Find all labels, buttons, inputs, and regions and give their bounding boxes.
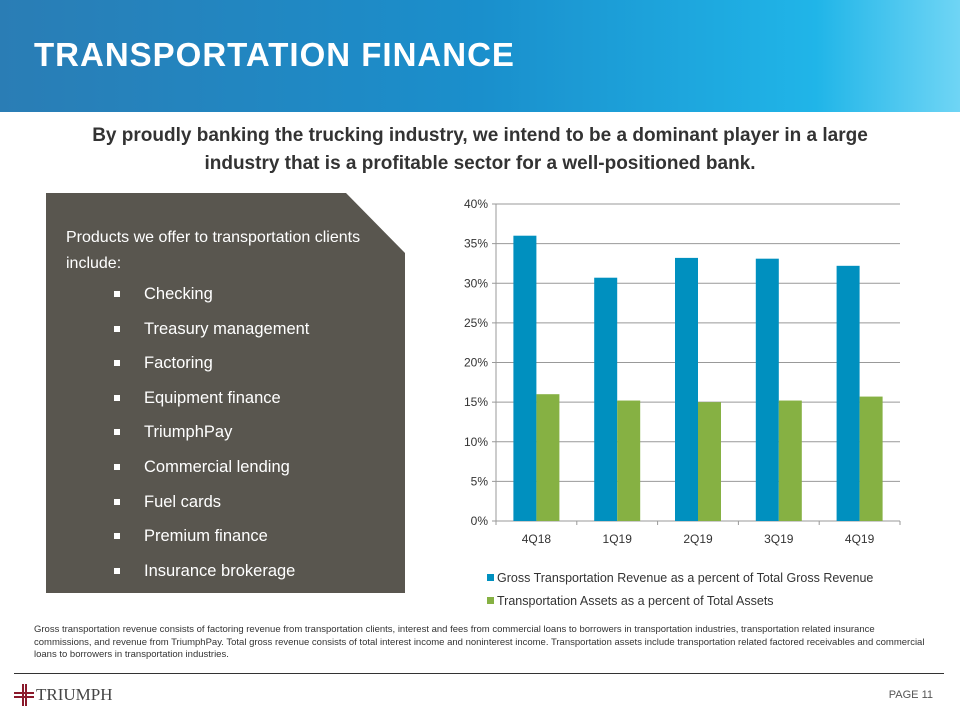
bullet-icon xyxy=(114,498,120,505)
product-item: Insurance brokerage xyxy=(114,561,309,593)
y-tick-label: 20% xyxy=(464,356,488,370)
legend-item: Gross Transportation Revenue as a percen… xyxy=(487,566,873,589)
x-tick-label: 4Q19 xyxy=(845,532,875,546)
legend-label: Gross Transportation Revenue as a percen… xyxy=(497,570,874,585)
bar-chart: 0% 5% 10% 15% 20% 25% 30% 35% 40% 4Q18 1Q19 2Q19 3Q1… xyxy=(464,197,901,546)
x-tick-label: 2Q19 xyxy=(683,532,713,546)
y-tick-label: 35% xyxy=(464,237,488,251)
product-item: Treasury management xyxy=(114,320,309,355)
product-item: Premium finance xyxy=(114,527,309,562)
product-label: Premium finance xyxy=(144,527,268,546)
bullet-icon xyxy=(114,360,120,367)
y-tick-label: 25% xyxy=(464,316,488,330)
bullet-icon xyxy=(114,533,120,540)
bullet-icon xyxy=(114,291,120,297)
product-item: Checking xyxy=(114,285,309,320)
y-tick-label: 5% xyxy=(471,474,489,488)
legend-label: Transportation Assets as a percent of To… xyxy=(497,593,774,608)
x-tick-label: 4Q18 xyxy=(522,532,552,546)
y-tick-label: 30% xyxy=(464,276,488,290)
page-number: PAGE 11 xyxy=(888,689,933,701)
page-title: TRANSPORTATION FINANCE xyxy=(34,36,515,73)
bar-assets xyxy=(617,400,641,521)
product-label: Factoring xyxy=(144,354,213,373)
panel-intro: Products we offer to transportation clie… xyxy=(66,229,361,272)
y-tick-label: 0% xyxy=(471,514,489,528)
header-banner: TRANSPORTATION FINANCE xyxy=(0,0,960,112)
y-tick-label: 40% xyxy=(464,197,488,211)
bar-assets xyxy=(778,400,802,521)
product-item: Factoring xyxy=(114,354,309,389)
bullet-icon xyxy=(114,567,120,574)
product-label: Treasury management xyxy=(144,319,310,338)
bar-revenue xyxy=(836,265,860,521)
product-item: TriumphPay xyxy=(114,423,309,458)
logo-text: TRIUMPH xyxy=(36,685,113,704)
footnote: Gross transportation revenue consists of… xyxy=(34,624,925,660)
logo: TRIUMPH xyxy=(14,684,113,706)
legend: Gross Transportation Revenue as a percen… xyxy=(487,566,873,612)
cross-logo-icon xyxy=(14,684,34,706)
legend-item: Transportation Assets as a percent of To… xyxy=(487,589,873,612)
bar-revenue xyxy=(675,257,698,521)
bar-assets xyxy=(698,402,721,521)
product-label: Commercial lending xyxy=(144,457,290,476)
legend-swatch xyxy=(487,574,494,581)
product-label: Fuel cards xyxy=(144,492,222,511)
y-tick-label: 10% xyxy=(464,435,488,449)
bar-revenue xyxy=(755,258,779,521)
product-item: Fuel cards xyxy=(114,493,309,528)
product-label: Insurance brokerage xyxy=(144,561,296,580)
x-tick-label: 3Q19 xyxy=(764,532,794,546)
subtitle: By proudly banking the trucking industry… xyxy=(92,125,868,174)
legend-swatch xyxy=(487,597,494,604)
products-list: Checking Treasury management Factoring Equi… xyxy=(114,285,309,593)
x-tick-label: 1Q19 xyxy=(603,532,633,546)
divider xyxy=(14,673,944,674)
product-label: Checking xyxy=(144,285,213,303)
bullet-icon xyxy=(114,463,120,470)
product-label: TriumphPay xyxy=(144,423,233,442)
product-item: Equipment finance xyxy=(114,389,309,424)
products-panel: Products we offer to transportation clie… xyxy=(46,193,405,593)
bar-revenue xyxy=(513,235,537,521)
bullet-icon xyxy=(114,429,120,436)
bar-revenue xyxy=(594,277,618,521)
y-tick-label: 15% xyxy=(464,395,488,409)
bullet-icon xyxy=(114,394,120,401)
bullet-icon xyxy=(114,325,120,332)
product-label: Equipment finance xyxy=(144,388,281,407)
bar-assets xyxy=(859,396,883,521)
bar-assets xyxy=(536,394,560,521)
product-item: Commercial lending xyxy=(114,458,309,493)
